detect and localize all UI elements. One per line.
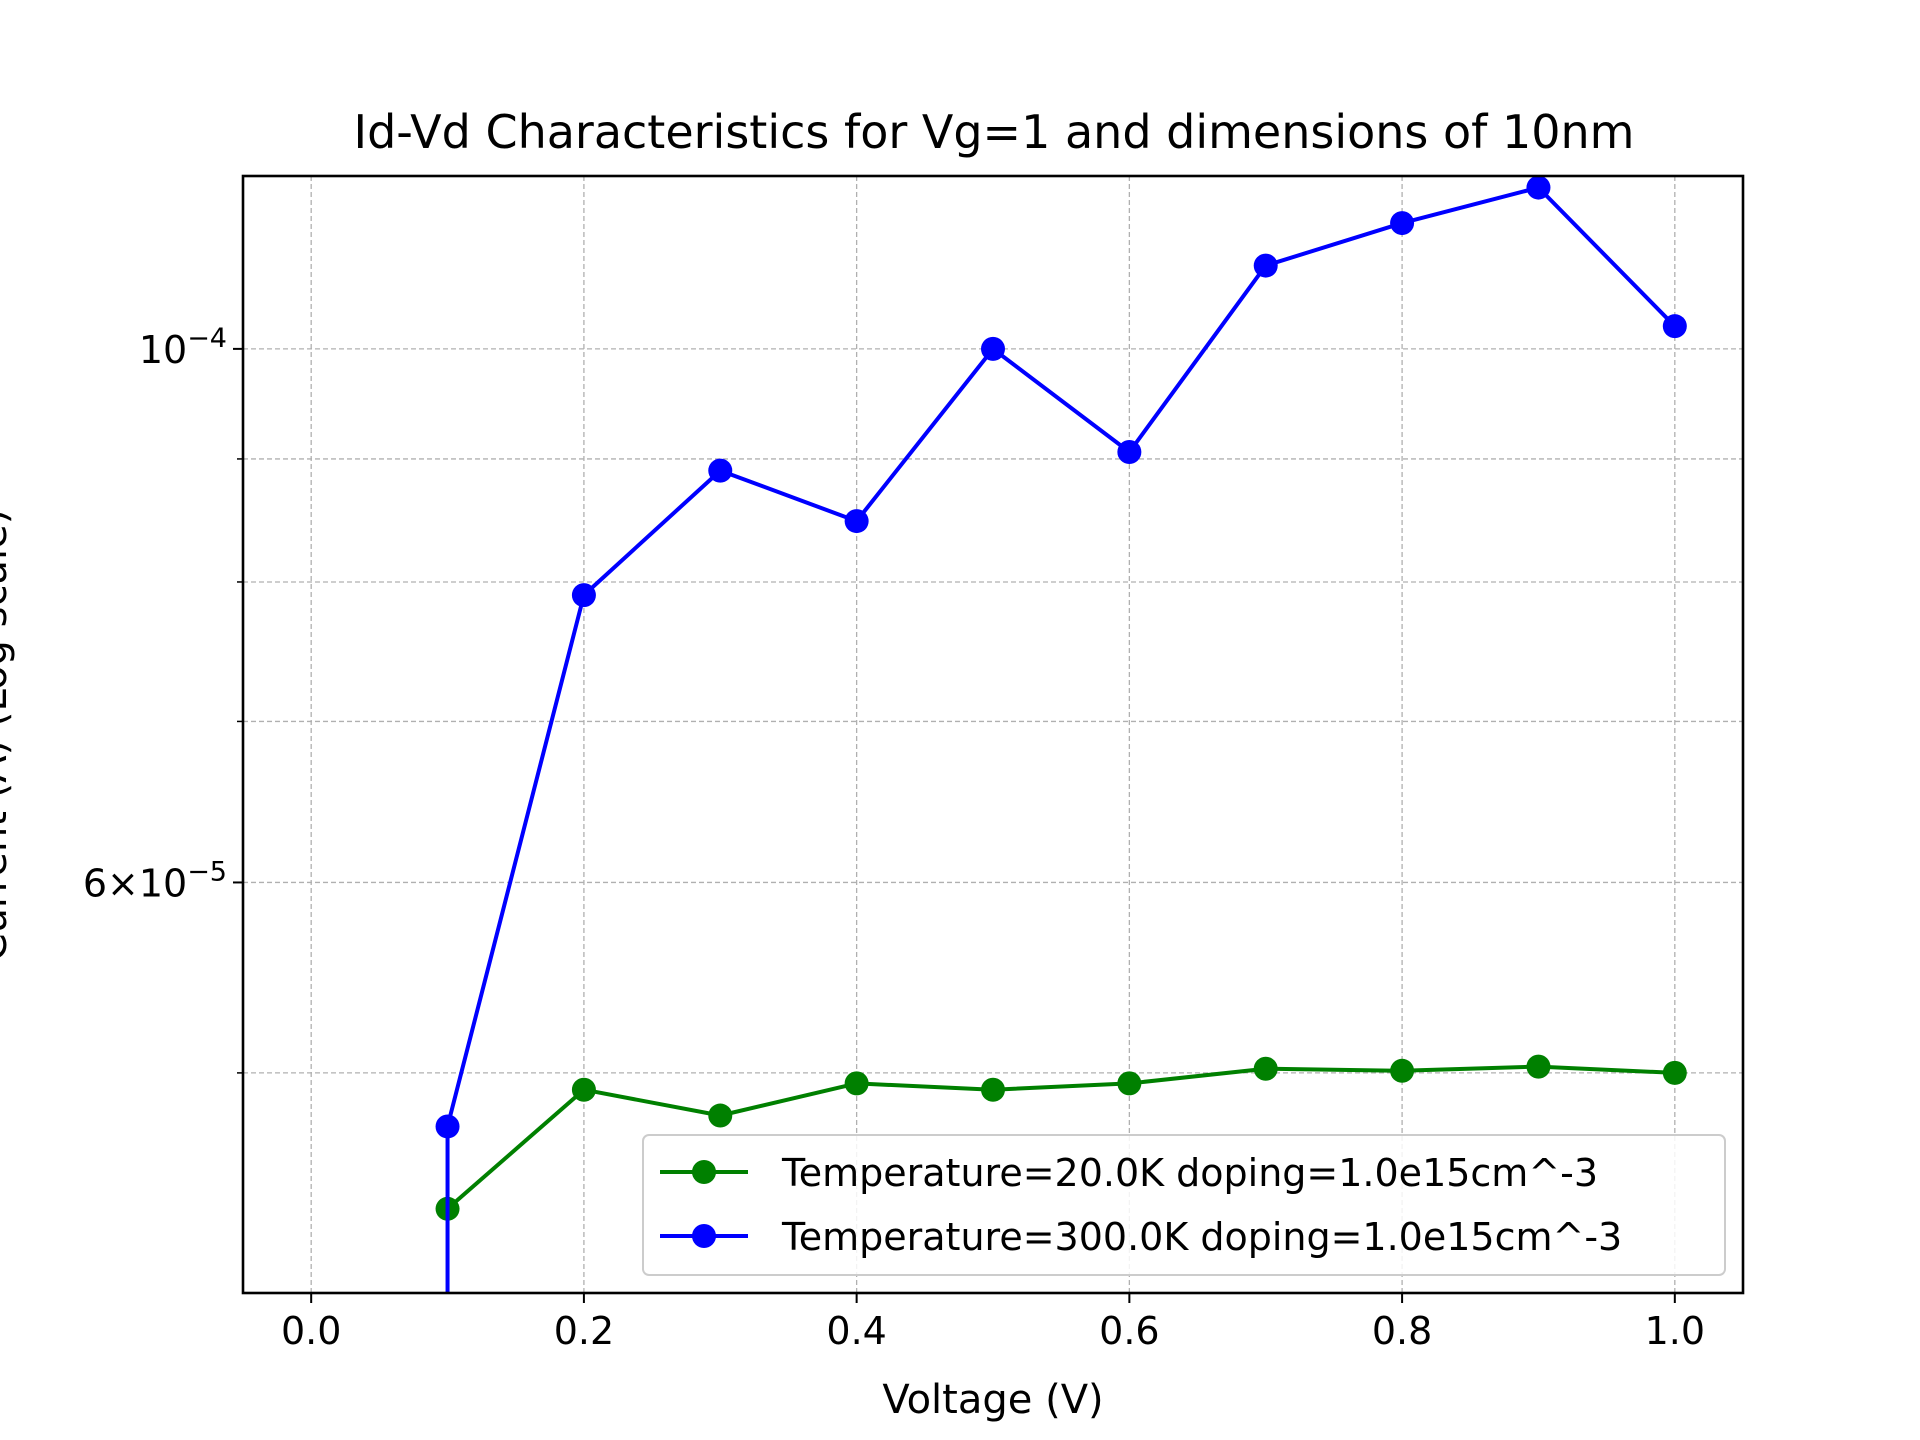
data-point: [571, 583, 596, 608]
series-2: [435, 175, 1687, 1293]
grid: [243, 176, 1743, 1293]
data-point: [844, 509, 869, 534]
data-point: [1526, 1054, 1551, 1079]
legend-item: Temperature=300.0K doping=1.0e15cm^-3: [660, 1215, 1622, 1259]
x-tick-label: 0.8: [1372, 1309, 1432, 1353]
series-line: [445, 185, 1677, 1127]
legend-box: [642, 1134, 1726, 1276]
data-point: [571, 1077, 596, 1102]
x-tick-label: 0.6: [1099, 1309, 1159, 1353]
legend-label: Temperature=300.0K doping=1.0e15cm^-3: [781, 1215, 1622, 1259]
series-layer: [435, 175, 1687, 1293]
legend-item: Temperature=20.0K doping=1.0e15cm^-3: [660, 1151, 1598, 1195]
data-point: [1253, 1056, 1278, 1081]
y-tick-label: 6×10−5: [83, 856, 227, 905]
data-point: [1117, 1071, 1142, 1096]
y-axis-ticks: 10−4 6×10−5: [83, 323, 243, 1074]
x-axis-label: Voltage (V): [882, 1377, 1103, 1423]
series-line: [446, 1064, 1675, 1211]
data-point: [1117, 439, 1142, 464]
data-point: [1526, 175, 1551, 200]
data-point: [1390, 211, 1415, 236]
data-point: [844, 1071, 869, 1096]
data-point: [981, 336, 1005, 361]
series-1: [435, 1054, 1687, 1221]
legend-label: Temperature=20.0K doping=1.0e15cm^-3: [781, 1151, 1598, 1195]
data-point: [1662, 1060, 1687, 1085]
data-point: [1662, 314, 1687, 339]
legend: Temperature=20.0K doping=1.0e15cm^-3 Temp…: [642, 1134, 1726, 1276]
legend-marker: [692, 1160, 716, 1184]
data-point: [1253, 253, 1278, 278]
data-point: [1390, 1058, 1415, 1083]
chart-title: Id-Vd Characteristics for Vg=1 and dimen…: [354, 105, 1635, 159]
data-point: [981, 1077, 1005, 1102]
x-tick-label: 0.4: [826, 1309, 886, 1353]
x-axis-ticks: 0.0 0.2 0.4 0.6 0.8 1.0: [281, 1293, 1705, 1353]
x-tick-label: 0.0: [281, 1309, 341, 1353]
x-tick-label: 1.0: [1645, 1309, 1705, 1353]
plot-frame: [241, 174, 1745, 1295]
data-point: [708, 1103, 733, 1128]
y-axis-label: Current (A) (Log scale): [0, 509, 16, 962]
x-tick-label: 0.2: [554, 1309, 614, 1353]
data-point: [435, 1114, 460, 1139]
legend-marker: [692, 1224, 716, 1248]
data-point: [708, 458, 733, 483]
y-tick-label: 10−4: [139, 323, 227, 372]
